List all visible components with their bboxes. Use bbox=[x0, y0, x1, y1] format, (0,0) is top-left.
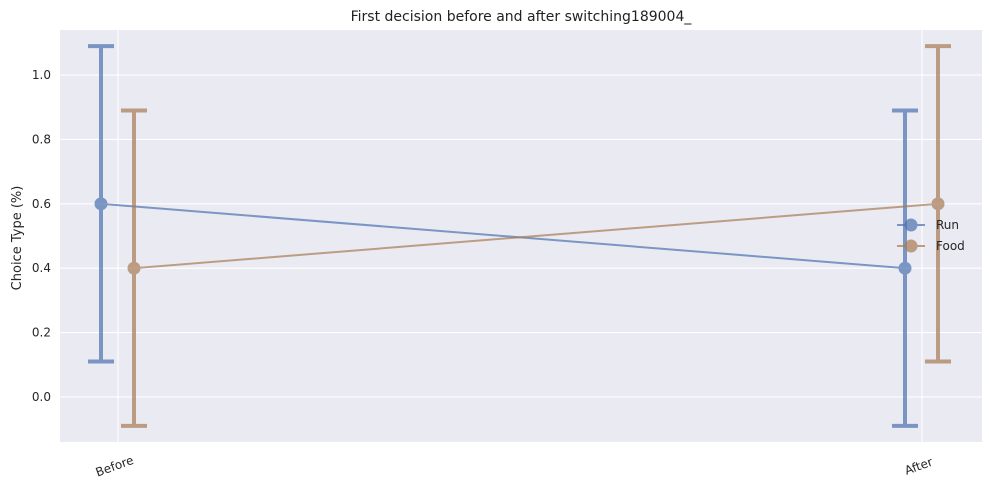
y-tick-label: 0.4 bbox=[32, 261, 51, 275]
series-layer bbox=[88, 44, 951, 428]
y-tick-label: 1.0 bbox=[32, 68, 51, 82]
data-point bbox=[127, 261, 141, 275]
legend-swatch bbox=[897, 218, 925, 232]
legend-marker bbox=[904, 218, 918, 232]
x-tick-labels: Before After bbox=[94, 453, 935, 480]
legend-label: Run bbox=[936, 218, 959, 232]
legend-marker bbox=[904, 239, 918, 253]
y-tick-label: 0.2 bbox=[32, 326, 51, 340]
y-tick-labels: 0.0 0.2 0.4 0.6 0.8 1.0 bbox=[32, 68, 51, 404]
y-tick-label: 0.8 bbox=[32, 132, 51, 146]
data-point bbox=[94, 197, 108, 211]
legend: Run Food bbox=[897, 218, 965, 253]
data-point bbox=[931, 197, 945, 211]
plot-background bbox=[60, 30, 982, 442]
legend-swatch bbox=[897, 239, 925, 253]
x-gridlines bbox=[117, 30, 923, 442]
data-point bbox=[898, 261, 912, 275]
x-tick-label: After bbox=[903, 455, 935, 478]
chart-title: First decision before and after switchin… bbox=[351, 9, 693, 25]
x-tick-label: Before bbox=[94, 453, 136, 480]
legend-label: Food bbox=[936, 239, 965, 253]
y-axis-label: Choice Type (%) bbox=[10, 186, 25, 291]
y-gridlines bbox=[60, 74, 982, 398]
series-line bbox=[133, 202, 939, 270]
series-line bbox=[100, 202, 906, 270]
y-tick-label: 0.0 bbox=[32, 390, 51, 404]
legend-item-run: Run bbox=[897, 218, 959, 232]
series-run bbox=[88, 44, 918, 428]
series-food bbox=[121, 44, 951, 428]
legend-item-food: Food bbox=[897, 239, 965, 253]
y-tick-label: 0.6 bbox=[32, 197, 51, 211]
